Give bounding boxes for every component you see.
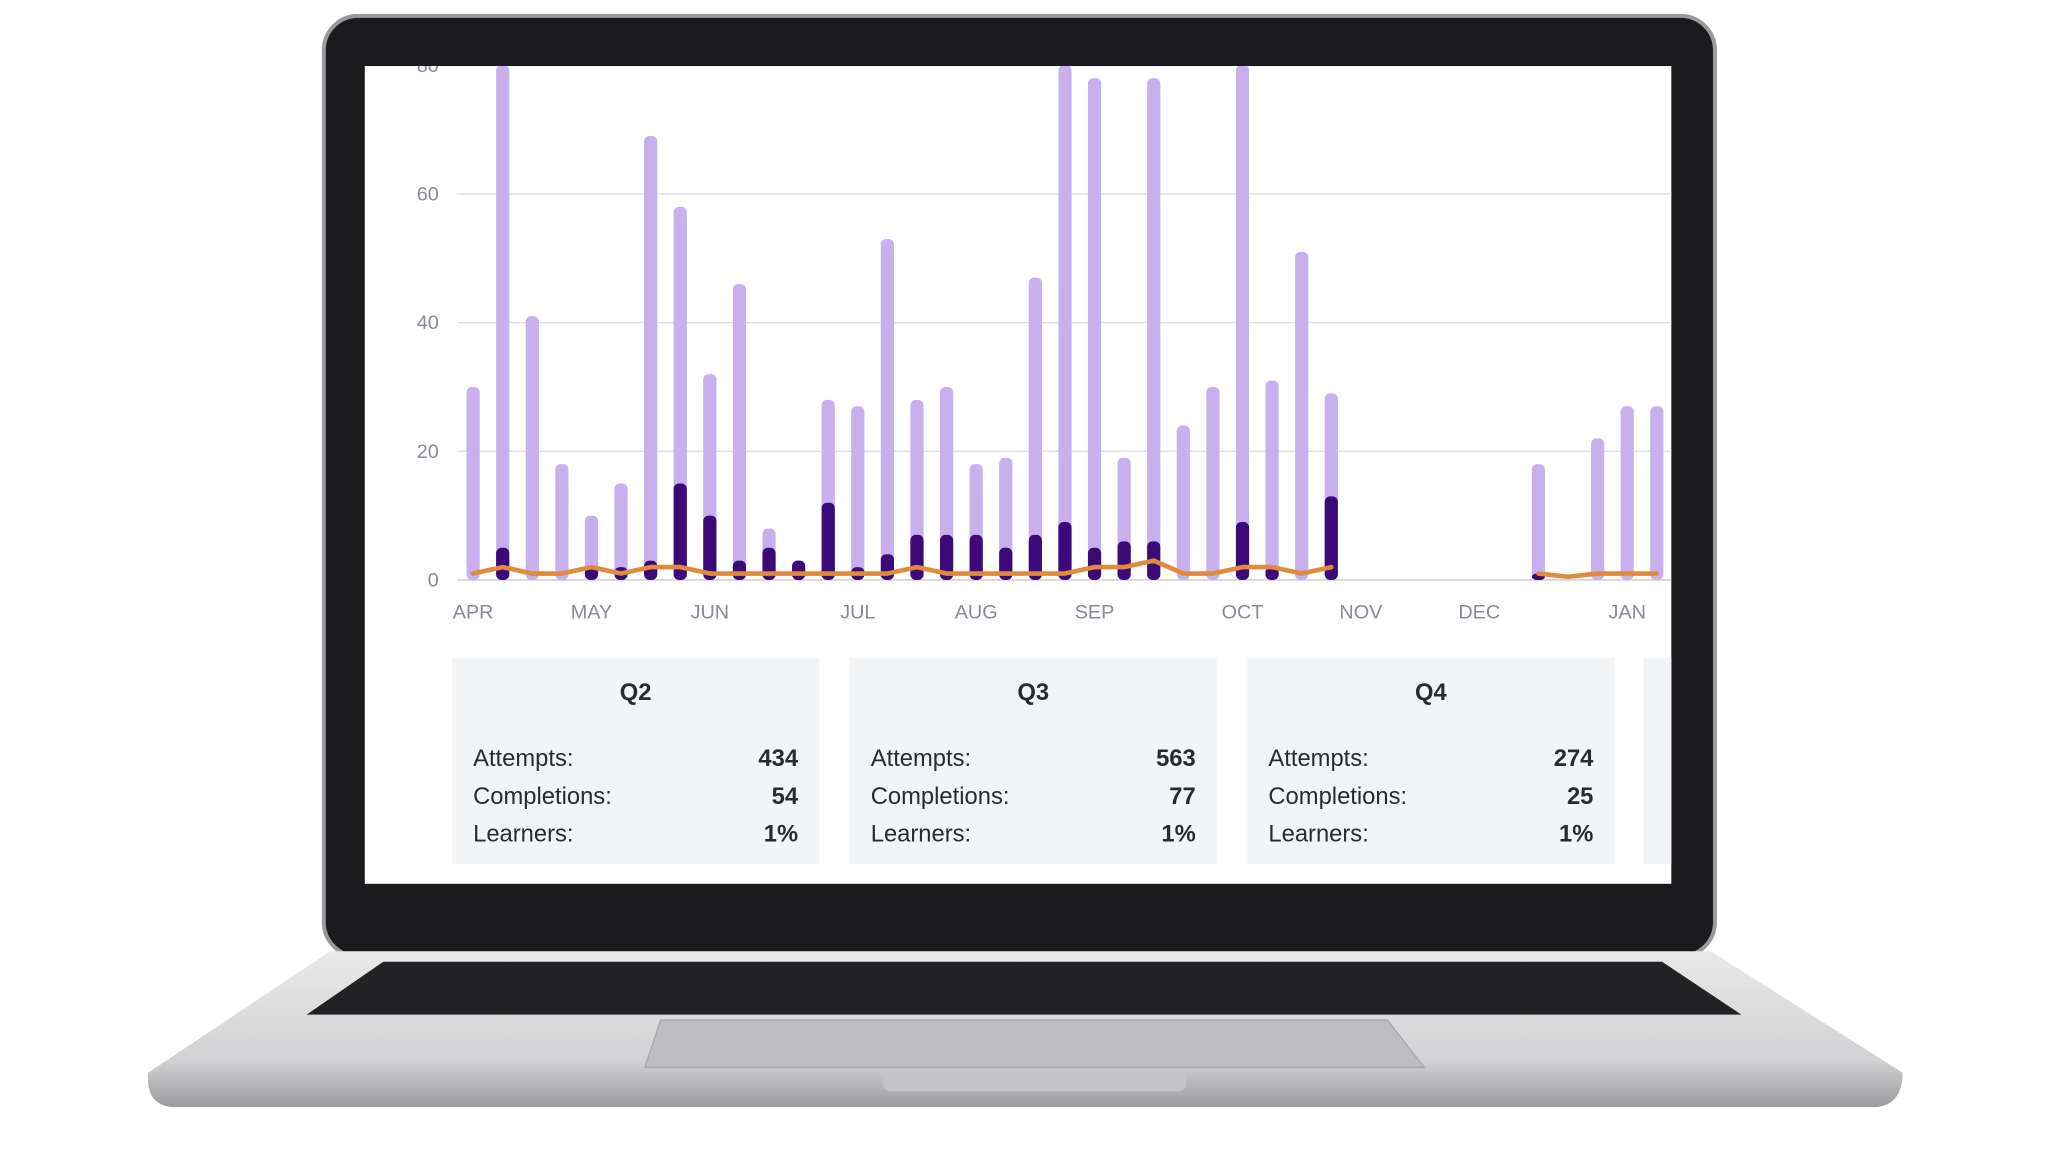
bar: [1087, 547, 1102, 580]
bar: [1058, 66, 1072, 580]
y-tick-label: 80: [417, 55, 439, 77]
bar: [880, 554, 895, 580]
x-tick-label: MAY: [571, 601, 612, 623]
bar: [1265, 380, 1279, 580]
bar: [792, 560, 806, 580]
bar: [1117, 541, 1131, 580]
bar: [466, 386, 480, 580]
card: [451, 657, 820, 864]
bar: [584, 515, 599, 580]
x-tick-label: AUG: [955, 601, 998, 623]
card-title: Q3: [1017, 679, 1049, 706]
y-tick-label: 40: [417, 312, 439, 334]
card: [849, 657, 1217, 864]
bar: [1058, 522, 1072, 580]
x-tick-label: JUN: [691, 601, 730, 623]
bar: [910, 534, 924, 580]
bar: [732, 560, 747, 580]
card-title: Q2: [620, 679, 652, 706]
card-value: 77: [1169, 783, 1195, 810]
y-tick-label: 20: [417, 441, 439, 463]
x-tick-label: APR: [453, 601, 494, 623]
card-value: 434: [758, 745, 798, 772]
card-value: 54: [772, 783, 799, 810]
card-label: Learners:: [871, 821, 971, 848]
x-tick-label: SEP: [1075, 601, 1115, 623]
bar: [673, 483, 687, 580]
bar: [703, 515, 717, 580]
card-title: Q4: [1415, 679, 1447, 706]
card-value: 1%: [1161, 821, 1195, 848]
card-label: Completions:: [473, 783, 612, 810]
bar: [732, 284, 747, 580]
bar: [1295, 251, 1309, 580]
x-tick-label: DEC: [1458, 601, 1500, 623]
card-label: Attempts:: [871, 745, 971, 772]
x-tick-label: JAN: [1609, 601, 1646, 623]
x-tick-label: JUL: [840, 601, 875, 623]
bar: [1206, 386, 1220, 580]
bar: [1531, 464, 1546, 580]
card-value: 563: [1156, 745, 1196, 772]
card-label: Learners:: [473, 821, 573, 848]
bar: [555, 464, 569, 580]
bar: [1147, 78, 1161, 580]
notch: [882, 1072, 1187, 1092]
card-label: Attempts:: [473, 745, 573, 772]
bar: [851, 406, 865, 580]
card-value: 1%: [764, 821, 798, 848]
bar: [584, 567, 599, 580]
card-label: Completions:: [871, 783, 1010, 810]
card: [1247, 657, 1615, 864]
bar: [1235, 522, 1250, 580]
bar: [1028, 277, 1042, 580]
bar: [1620, 406, 1634, 580]
bar: [910, 399, 924, 580]
bar: [496, 66, 510, 580]
y-tick-label: 0: [428, 570, 439, 592]
card-value: 1%: [1559, 821, 1593, 848]
card-label: Learners:: [1268, 821, 1368, 848]
bar: [525, 316, 539, 580]
bar: [1087, 78, 1102, 580]
bar: [1591, 438, 1605, 580]
bar: [1028, 534, 1042, 580]
bar: [969, 534, 983, 580]
bar: [939, 386, 954, 580]
card-label: Attempts:: [1268, 745, 1368, 772]
trackpad: [643, 1019, 1426, 1069]
card-value: 25: [1567, 783, 1593, 810]
keyboard: [306, 961, 1742, 1015]
bar: [1650, 406, 1664, 580]
x-tick-label: OCT: [1222, 601, 1264, 623]
x-tick-label: NOV: [1339, 601, 1383, 623]
card-label: Completions:: [1268, 783, 1407, 810]
card-value: 274: [1554, 745, 1594, 772]
bar: [880, 238, 895, 580]
line: [470, 558, 1660, 580]
bar: [1265, 567, 1279, 580]
bar: [1235, 66, 1250, 580]
bar: [939, 534, 954, 580]
screen-content: 0 20 40 60 80 APR MAY JUN JUL AUG SEP OCT NOV DEC JAN Q…: [417, 55, 1672, 864]
bar: [496, 547, 510, 580]
bar: [1324, 496, 1338, 580]
y-tick-label: 60: [417, 184, 439, 206]
bar: [644, 136, 658, 580]
bar: [1176, 425, 1190, 580]
card-partial: [1643, 657, 1672, 864]
bar: [821, 502, 835, 580]
bar: [614, 483, 628, 580]
